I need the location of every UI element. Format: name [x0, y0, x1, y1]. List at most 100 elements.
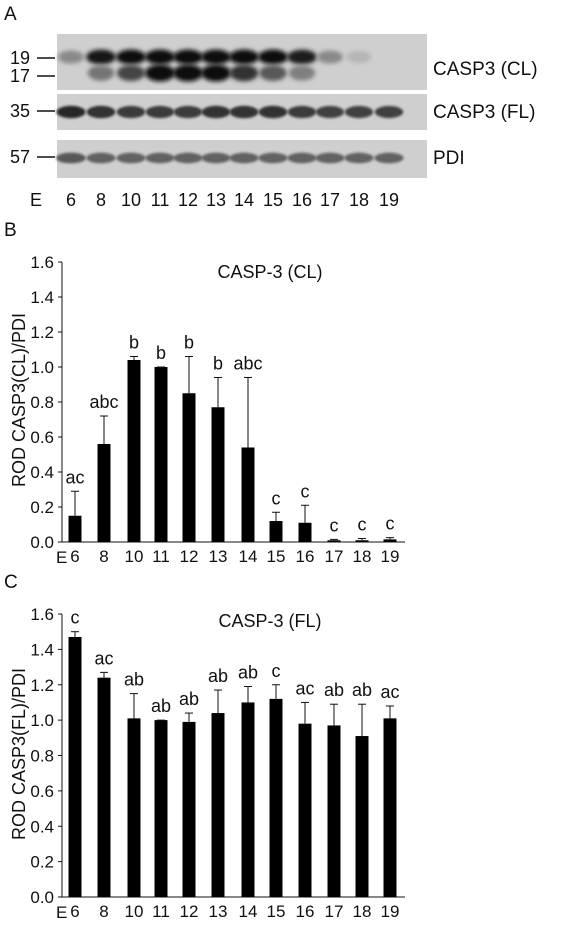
band-pdi-e-14 [229, 152, 259, 164]
chart-c-ytick-label: 0.8 [30, 747, 54, 766]
chart-c-xtick-label-e15: 15 [267, 902, 286, 921]
chart-b-xtick-label-e8: 8 [99, 547, 108, 566]
band-casp3-cl-17-e-10 [116, 64, 146, 82]
band-casp3-cl-19-e-13 [201, 49, 231, 65]
chart-c-bar-e17 [327, 725, 341, 897]
panel-c-letter: C [4, 572, 18, 593]
marker-19kda: 19 [10, 48, 30, 68]
band-casp3-cl-17-e-8 [87, 65, 115, 81]
chart-b-xtick-label-e11: 11 [152, 547, 170, 566]
chart-c-bar-e11 [154, 720, 168, 897]
chart-b-ytick-label: 0.2 [30, 498, 54, 517]
lane-label-e15: 15 [263, 190, 283, 210]
chart-b-sig-letter-e17: c [330, 515, 339, 535]
panel-a-letter: A [4, 4, 17, 25]
chart-c-bar-e18 [355, 736, 369, 897]
chart-b-ytick-label: 1.4 [30, 288, 54, 307]
lane-prefix: E [30, 190, 42, 210]
marker-17kda: 17 [10, 66, 30, 86]
band-casp3-fl-e-13 [201, 105, 231, 119]
chart-b-bar-e12 [182, 393, 196, 542]
band-casp3-cl-19-e-15 [258, 49, 288, 65]
band-casp3-fl-e-15 [258, 105, 288, 119]
chart-c-bar-e10 [127, 718, 141, 897]
chart-c-sig-letter-e8: ac [94, 648, 113, 668]
chart-c-xtick-label-e16: 16 [296, 902, 315, 921]
panel-b-letter: B [4, 220, 17, 241]
band-pdi-e-15 [258, 152, 288, 164]
chart-b-ytick-label: 0.0 [30, 533, 54, 552]
chart-c-bar-e15 [269, 698, 283, 897]
band-casp3-fl-e-14 [229, 105, 259, 119]
chart-b-ytick-label: 1.2 [30, 323, 54, 342]
chart-b-sig-letter-e13: b [213, 354, 223, 374]
band-pdi-e-12 [173, 152, 203, 164]
chart-b-xtick-label-e13: 13 [209, 547, 228, 566]
band-casp3-fl-e-6 [56, 105, 86, 119]
chart-c-sig-letter-e18: ab [352, 680, 372, 700]
blot-label-pdi: PDI [433, 148, 465, 169]
lane-label-e12: 12 [178, 190, 198, 210]
band-pdi-e-17 [315, 152, 345, 164]
band-casp3-fl-e-16 [287, 105, 317, 119]
chart-b-plot: 0.0 0.2 0.4 0.6 0.8 1.0 1.2 1.4 1.6 ac 6 abc 8 b 10 b 11… [30, 253, 405, 566]
chart-c-sig-letter-e13: ab [208, 666, 228, 686]
chart-b-sig-letter-e16: c [301, 481, 310, 501]
band-casp3-cl-17-e-13 [201, 64, 231, 82]
chart-b-xtick-label-e14: 14 [239, 547, 258, 566]
chart-c-bar-e12 [182, 721, 196, 897]
chart-c-xtick-label-e13: 13 [209, 902, 228, 921]
band-pdi-e-10 [116, 152, 146, 164]
chart-c-bar-e8 [97, 677, 111, 897]
chart-c-bar-e19 [383, 718, 397, 897]
band-casp3-cl-19-e-6 [57, 50, 85, 64]
chart-c-bar-e14 [241, 702, 255, 897]
lane-labels: 6 8 10 11 12 13 14 15 16 17 18 19 [66, 190, 399, 210]
band-casp3-fl-e-10 [116, 105, 146, 119]
chart-b-ytick-label: 0.8 [30, 393, 54, 412]
band-pdi-e-19 [374, 152, 404, 164]
band-casp3-fl-e-8 [86, 105, 116, 119]
chart-b-title: CASP-3 (CL) [217, 262, 322, 282]
lane-label-e18: 18 [349, 190, 369, 210]
chart-c-title: CASP-3 (FL) [218, 611, 321, 631]
chart-b-xtick-label-e19: 19 [381, 547, 400, 566]
chart-b-bar-e16 [298, 522, 312, 542]
lane-label-e11: 11 [151, 190, 170, 210]
chart-c-xtick-label-e8: 8 [99, 902, 108, 921]
chart-b-bar-e8 [97, 444, 111, 542]
chart-b-sig-letter-e19: c [386, 514, 395, 534]
band-pdi-e-8 [86, 152, 116, 164]
chart-c-ytick-label: 0.2 [30, 853, 54, 872]
chart-c-sig-letter-e6: c [71, 608, 80, 628]
chart-c-xtick-label-e6: 6 [70, 902, 79, 921]
chart-b-xtick-label-e10: 10 [125, 547, 144, 566]
chart-b-sig-letter-e14: abc [233, 354, 262, 374]
chart-c-bar-e13 [211, 713, 225, 897]
lane-label-e17: 17 [320, 190, 340, 210]
chart-b-bar-e10 [127, 360, 141, 542]
lane-label-e14: 14 [234, 190, 254, 210]
band-casp3-cl-17-e-16 [288, 65, 316, 81]
band-casp3-fl-e-11 [145, 105, 175, 119]
chart-c-ytick-label: 1.6 [30, 605, 54, 624]
band-casp3-cl-17-e-15 [259, 65, 287, 81]
blot-label-casp3-fl: CASP3 (FL) [433, 102, 535, 123]
chart-c-sig-letter-e15: c [272, 661, 281, 681]
marker-57kda: 57 [10, 147, 30, 167]
band-casp3-cl-17-e-12 [173, 64, 203, 82]
chart-b-bar-e19 [383, 539, 397, 542]
chart-c-sig-letter-e14: ab [238, 663, 258, 683]
chart-b-sig-letter-e12: b [184, 333, 194, 353]
band-pdi-e-16 [287, 152, 317, 164]
chart-b-ytick-label: 1.0 [30, 358, 54, 377]
chart-b-bar-e15 [269, 521, 283, 542]
chart-c-sig-letter-e17: ab [324, 680, 344, 700]
chart-c-x-prefix: E [56, 903, 67, 922]
chart-b-ytick-label: 1.6 [30, 253, 54, 272]
chart-c-sig-letter-e12: ab [179, 689, 199, 709]
chart-b-bar-e11 [154, 367, 168, 542]
chart-b-ylabel: ROD CASP3(CL)/PDI [9, 313, 29, 487]
lane-label-e6: 6 [66, 190, 76, 210]
